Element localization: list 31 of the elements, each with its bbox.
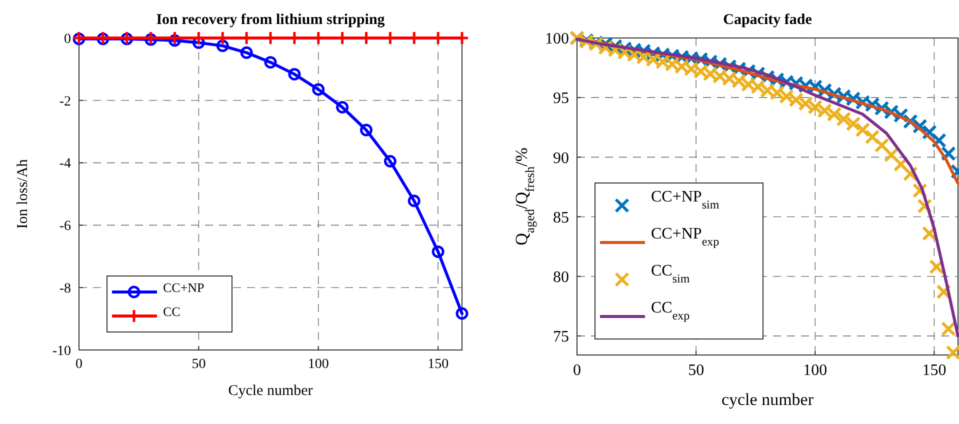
y-tick-label: 85: [553, 209, 569, 226]
x-axis-title: Cycle number: [228, 383, 313, 399]
y-tick-label: -10: [52, 344, 71, 359]
x-tick-label: 100: [308, 357, 329, 372]
x-tick-label: 50: [192, 357, 206, 372]
chart-title: Ion recovery from lithium stripping: [156, 12, 386, 28]
legend-label: CC$_{exp}$: [651, 300, 690, 322]
y-axis-title: Ion loss/Ah: [15, 158, 31, 229]
x-tick-label: 0: [76, 357, 82, 372]
y-tick-label: 80: [553, 268, 569, 286]
y-tick-label: 90: [553, 150, 569, 167]
y-tick-label: 75: [553, 328, 569, 346]
x-tick-label: 150: [428, 357, 449, 372]
y-tick-label: 0: [64, 32, 71, 47]
y-tick-label: -6: [59, 219, 71, 234]
legend-label: CC: [163, 304, 180, 319]
x-tick-label: 50: [688, 362, 704, 379]
y-tick-label: -2: [59, 94, 71, 110]
y-tick-label: -8: [59, 282, 71, 296]
y-tick-label: -4: [59, 156, 71, 172]
y-tick-label: 95: [553, 90, 569, 108]
x-tick-label: 0: [573, 362, 581, 379]
legend-label: CC+NP$_{sim}$: [651, 188, 720, 212]
legend-label: CC+NP: [163, 280, 204, 295]
legend-label: CC$_{sim}$: [651, 262, 690, 286]
y-tick-label: 100: [545, 30, 569, 48]
x-tick-label: 100: [803, 362, 828, 379]
x-axis-title: cycle number: [721, 390, 814, 409]
chart-title: Capacity fade: [723, 12, 812, 28]
legend-label: CC+NP$_{exp}$: [651, 226, 720, 248]
x-tick-label: 150: [922, 362, 946, 379]
